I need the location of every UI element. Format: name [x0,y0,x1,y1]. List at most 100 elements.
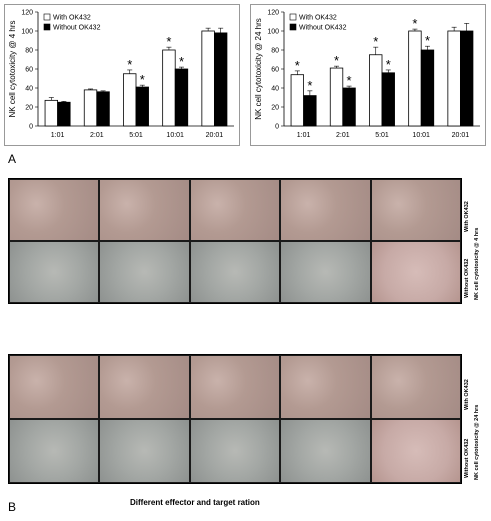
micrograph-grid-4hrs [8,178,462,304]
micrograph-image [189,179,281,241]
significance-star: * [412,16,417,31]
x-tick-label: 10:01 [166,132,184,139]
bar [201,30,215,127]
legend-swatch [289,13,297,21]
legend-swatch [289,23,297,31]
legend-label: With OK432 [299,15,337,22]
bar [83,89,98,127]
significance-star: * [166,34,171,49]
row-label-time-24hrs: NK cell cytotoxicity @ 24 hrs [474,404,480,480]
panel-label-a: A [8,152,17,166]
micrograph-image [189,419,281,483]
bar [96,91,110,127]
y-tick-label: 80 [25,48,33,55]
bar [303,95,317,127]
legend-label: Without OK432 [299,25,347,32]
micrograph-image [99,241,190,303]
bar [420,49,435,127]
micrograph-image [9,241,100,303]
row-label-with-24hrs: With OK432 [464,379,470,410]
micrograph-image [280,179,371,241]
bar [447,30,461,127]
legend-label: Without OK432 [53,25,101,32]
y-tick-label: 120 [267,10,279,17]
significance-star: * [373,34,378,49]
x-tick-label: 2:01 [336,132,350,139]
micrograph-grid-24hrs [8,354,462,484]
significance-star: * [307,78,312,93]
chart-24hrs: 0 20 40 60 80 100 120 NK cell cytotoxicity @ 24… [250,4,486,146]
bar [162,49,176,127]
bar [459,30,474,127]
row-label-time-4hrs: NK cell cytotoxicity @ 4 hrs [474,227,480,300]
chart-frame [250,4,486,146]
chart-frame [4,4,240,146]
y-tick-label: 20 [271,105,279,112]
micrograph-image [280,355,371,419]
micrograph-image [280,241,371,303]
bar [44,99,58,127]
chart-4hrs: 0 20 40 60 80 100 120 NK cell cytotoxicity @ 4 … [4,4,240,146]
micrograph-image [189,241,281,303]
micrograph-image [99,419,190,483]
x-tick-label: 1:01 [51,132,65,139]
significance-star: * [334,53,339,68]
legend-swatch [43,23,51,31]
significance-star: * [140,72,145,87]
micrograph-image [9,179,100,241]
significance-star: * [295,58,300,73]
x-axis-caption: Different effector and target ration [130,498,260,507]
bar [381,72,395,127]
y-axis-label: NK cell cytotoxicity @ 4 hrs [8,20,17,117]
micrograph-image [370,355,461,419]
panel-label-b: B [8,500,17,514]
legend-label: With OK432 [53,15,91,22]
micrograph-image [99,179,190,241]
y-tick-label: 40 [25,86,33,93]
y-tick-label: 80 [271,48,279,55]
bar [123,73,137,127]
bar [369,54,383,127]
bar [213,32,228,127]
y-tick-label: 60 [25,67,33,74]
row-label-with-4hrs: With OK432 [464,201,470,232]
bar [290,74,304,127]
significance-star: * [179,54,184,69]
micrograph-image [370,241,461,303]
x-tick-label: 5:01 [129,132,143,139]
y-tick-label: 20 [25,105,33,112]
micrograph-image [99,355,190,419]
micrograph-image [9,419,100,483]
y-tick-label: 60 [271,67,279,74]
significance-star: * [386,57,391,72]
legend-swatch [43,13,51,21]
x-tick-label: 1:01 [297,132,311,139]
y-tick-label: 0 [275,124,279,131]
significance-star: * [127,57,132,72]
significance-star: * [347,73,352,88]
bar [329,67,344,127]
micrograph-image [189,355,281,419]
bar [342,87,356,127]
row-label-without-24hrs: Without OK432 [464,438,470,478]
bar [57,101,71,127]
bar [174,68,189,127]
micrograph-image [370,179,461,241]
row-label-without-4hrs: Without OK432 [464,258,470,298]
y-tick-label: 100 [267,29,279,36]
x-tick-label: 20:01 [206,132,224,139]
y-tick-label: 40 [271,86,279,93]
x-tick-label: 2:01 [90,132,104,139]
y-tick-label: 120 [21,10,33,17]
micrograph-image [370,419,461,483]
chart-24hrs-svg: 0 20 40 60 80 100 120 NK cell cytotoxicity @ 24… [250,4,486,146]
chart-4hrs-svg: 0 20 40 60 80 100 120 NK cell cytotoxicity @ 4 … [4,4,240,146]
x-tick-label: 5:01 [375,132,389,139]
bar [408,30,422,127]
micrograph-image [9,355,100,419]
x-tick-label: 10:01 [412,132,430,139]
y-axis-label: NK cell cytotoxicity @ 24 hrs [254,18,263,119]
y-tick-label: 100 [21,29,33,36]
micrograph-image [280,419,371,483]
x-tick-label: 20:01 [452,132,470,139]
